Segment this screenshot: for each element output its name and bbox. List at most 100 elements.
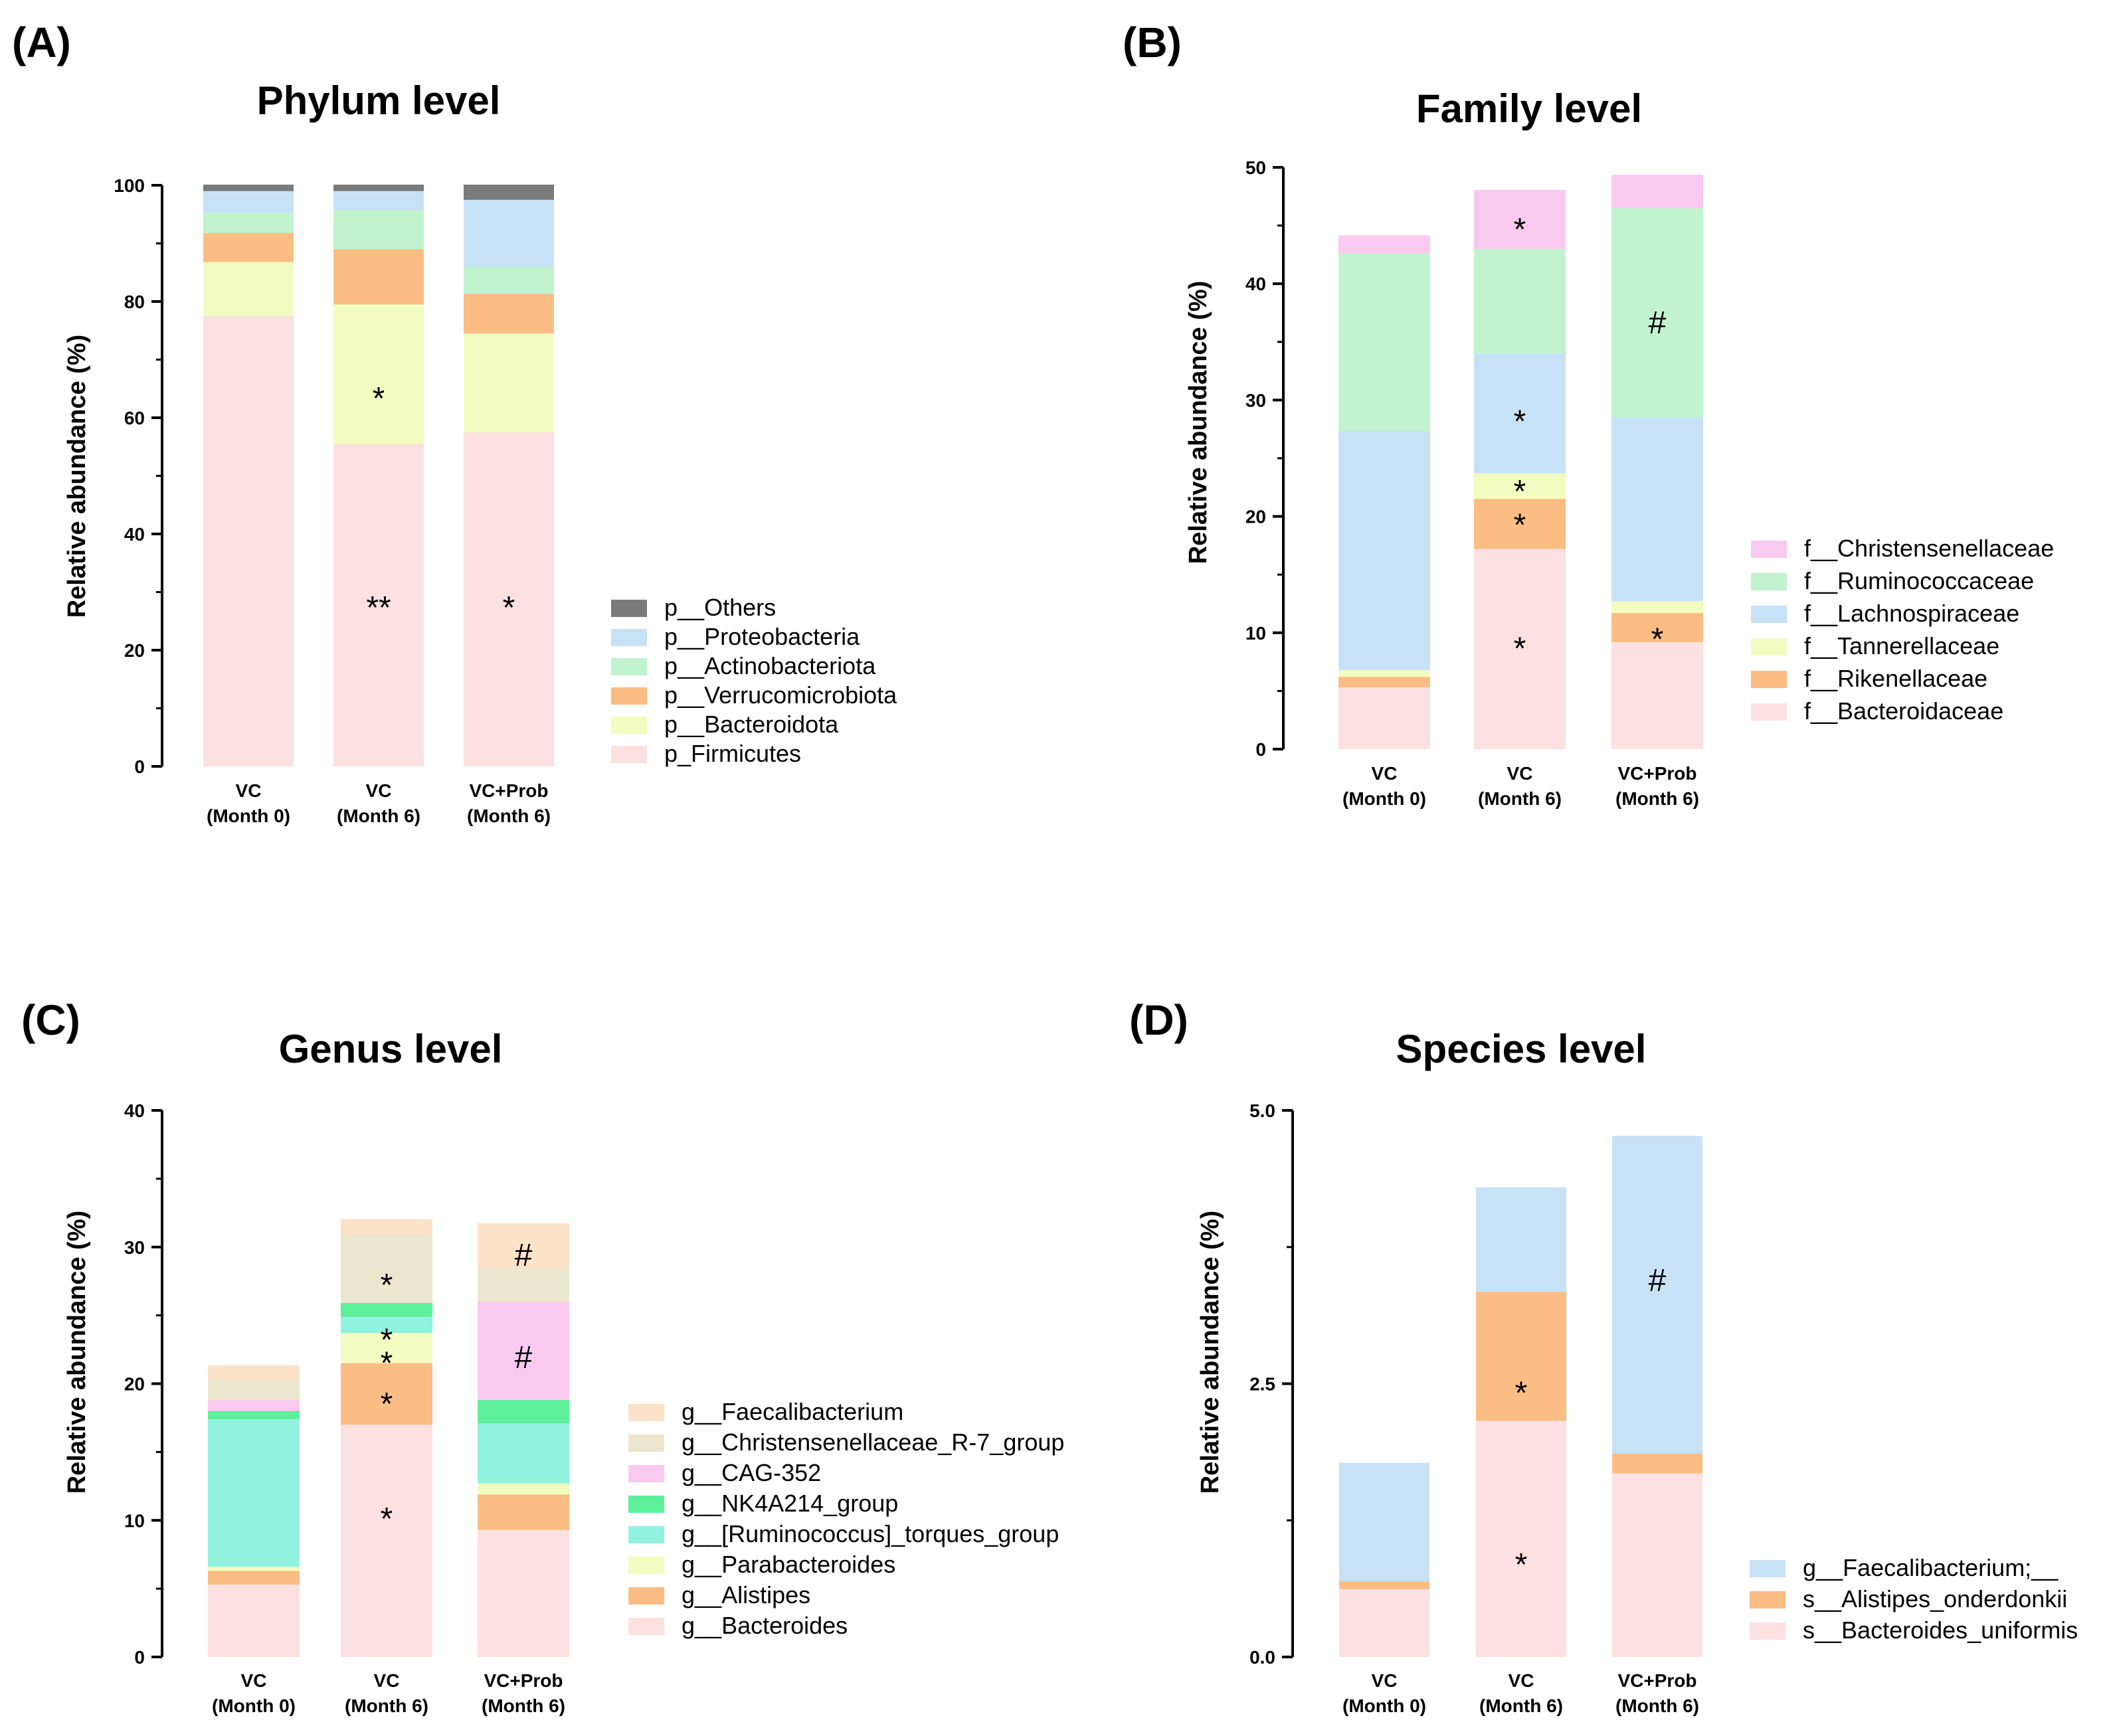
chart-title: Phylum level [257, 78, 501, 123]
y-axis: 0.0 2.5 5.0 [1249, 1100, 1294, 1668]
bar-segment [203, 232, 294, 262]
x-tick-label-line2: (Month 0) [212, 1695, 296, 1716]
panel-label: (B) [1123, 19, 1182, 66]
bar-segment [341, 1303, 432, 1317]
legend-swatch [611, 629, 647, 646]
legend-label: f__Rikenellaceae [1804, 665, 1987, 692]
legend-label: g__Alistipes [682, 1581, 810, 1608]
bar-segment [341, 1316, 432, 1334]
bar-segment [203, 262, 294, 316]
bar-segment [1338, 253, 1430, 432]
significance-mark: * [381, 1502, 393, 1537]
bar-segment [478, 1494, 569, 1530]
legend-label: p_Firmicutes [664, 740, 801, 767]
legend-swatch [628, 1557, 664, 1574]
bar-segment [478, 1529, 569, 1657]
legend-label: p__Actinobacteriota [664, 652, 876, 679]
legend-swatch [1750, 1622, 1786, 1640]
x-tick-label-line2: (Month 0) [1342, 788, 1426, 809]
significance-mark: * [381, 1387, 393, 1422]
x-tick-label-line2: (Month 0) [1342, 1695, 1426, 1716]
x-tick-labels: VC (Month 0) VC (Month 6) VC+Prob (Month 6) [1342, 763, 1699, 809]
legend-label: f__Christensenellaceae [1804, 535, 2054, 562]
significance-mark: * [1515, 1376, 1528, 1411]
bar-segment [1611, 642, 1703, 749]
bar-segment [208, 1567, 300, 1571]
panel-label: (C) [21, 996, 80, 1044]
chart-title: Family level [1416, 86, 1642, 131]
significance-mark: * [1515, 1547, 1528, 1583]
legend-swatch [611, 717, 647, 734]
legend-swatch [1750, 1560, 1786, 1577]
x-tick-label-line1: VC [366, 780, 392, 801]
significance-mark: ** [366, 590, 391, 626]
panel-phylum: (A) Phylum level Relative abundance (%) … [12, 19, 897, 826]
bar-segment [208, 1411, 300, 1419]
bar-segment [478, 1302, 569, 1401]
bar-segment [208, 1379, 300, 1401]
x-tick-label-line1: VC [1507, 763, 1533, 784]
legend-swatch [1751, 541, 1787, 558]
y-tick-label: 10 [1245, 623, 1266, 644]
legend-label: p__Others [664, 594, 776, 621]
bar-segment [478, 1223, 569, 1268]
panel-label: (A) [12, 19, 71, 66]
legend-swatch [611, 687, 647, 705]
y-tick-label: 10 [124, 1510, 145, 1531]
bar-segment [1474, 248, 1566, 354]
bar-segment [1474, 499, 1566, 549]
y-axis: 0 10 20 30 40 [124, 1100, 163, 1668]
bar-segment [1611, 175, 1703, 209]
bar-segment [1612, 1453, 1702, 1474]
y-tick-label: 2.5 [1249, 1374, 1275, 1395]
x-tick-label-line1: VC [1509, 1670, 1534, 1691]
bar-segment [1474, 353, 1566, 474]
x-tick-label-line1: VC [1372, 763, 1398, 784]
bar-segment [333, 249, 424, 305]
bar-segment [208, 1584, 300, 1657]
significance-annotations: *****## [381, 1238, 533, 1537]
legend-swatch [1751, 606, 1787, 623]
y-tick-label: 80 [124, 292, 145, 312]
y-axis-label: Relative abundance (%) [63, 335, 91, 618]
legend-swatch [1750, 1591, 1786, 1608]
bar-segment [464, 266, 554, 294]
bars [1338, 175, 1703, 749]
y-tick-label: 100 [114, 175, 145, 196]
y-tick-label: 0 [134, 1647, 145, 1668]
legend-label: g__Christensenellaceae_R-7_group [682, 1429, 1064, 1456]
panel-genus: (C) Genus level Relative abundance (%) 0… [21, 996, 1064, 1716]
legend-label: g__Faecalibacterium;__ [1803, 1554, 2059, 1581]
legend: g__Faecalibacterium g__Christensenellacea… [628, 1398, 1064, 1639]
significance-mark: * [1514, 474, 1526, 509]
bar-segment [333, 210, 424, 250]
bar-segment [333, 304, 424, 444]
legend-label: p__Proteobacteria [664, 623, 860, 650]
legend: g__Faecalibacterium;__ s__Alistipes_onder… [1750, 1554, 2078, 1644]
significance-mark: * [1651, 622, 1664, 657]
y-tick-label: 40 [1245, 274, 1266, 294]
significance-mark: * [373, 381, 385, 416]
bar-segment [478, 1400, 569, 1424]
significance-mark: # [1649, 1263, 1667, 1298]
x-tick-label-line1: VC+Prob [1617, 1670, 1697, 1691]
x-tick-label-line2: (Month 6) [1615, 788, 1699, 809]
bar-segment [208, 1365, 300, 1380]
y-axis: 0 20 40 60 80 100 [114, 175, 163, 777]
bar-segment [203, 191, 294, 213]
x-tick-label-line1: VC+Prob [1617, 763, 1697, 784]
significance-mark: * [1514, 213, 1526, 248]
legend-swatch [1751, 638, 1787, 655]
bar-segment [1339, 1463, 1429, 1582]
bar-segment [341, 1219, 432, 1235]
x-tick-label-line1: VC+Prob [469, 780, 548, 801]
panel-family: (B) Family level Relative abundance (%) … [1123, 19, 2054, 809]
bar-segment [333, 444, 424, 766]
bar-segment [208, 1419, 300, 1567]
bar-segment [333, 191, 424, 211]
legend-label: p__Bacteroidota [664, 711, 839, 738]
legend-label: f__Ruminococcaceae [1804, 567, 2034, 594]
legend-label: f__Bacteroidaceae [1804, 697, 2003, 725]
x-tick-label-line1: VC+Prob [484, 1670, 563, 1691]
